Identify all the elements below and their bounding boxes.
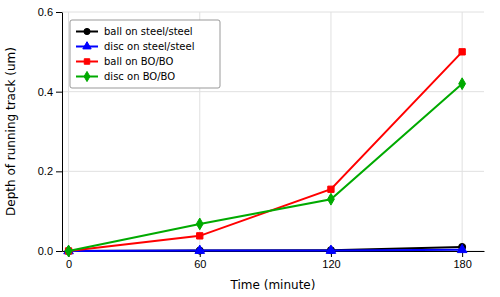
tick-label: 0.2 <box>38 165 53 177</box>
tick: 0.6 <box>38 6 62 18</box>
tick-label: 0.6 <box>38 6 53 18</box>
tick-mark <box>56 92 62 93</box>
grid-line <box>330 12 331 251</box>
tick: 180 <box>453 251 471 270</box>
point <box>197 233 203 239</box>
tick-label: 0.0 <box>38 245 53 257</box>
legend-item: disc on steel/steel <box>76 41 194 52</box>
x-axis: 0 60 120 180 <box>63 251 485 270</box>
tick: 0.2 <box>38 165 62 177</box>
legend-marker <box>84 71 90 81</box>
series <box>65 49 465 254</box>
tick-label: 0.4 <box>38 86 53 98</box>
point <box>457 244 467 252</box>
tick-mark <box>56 171 62 172</box>
series <box>65 78 465 257</box>
line <box>69 84 463 251</box>
grid <box>62 12 484 251</box>
x-axis-title: Time (minute) <box>230 278 316 292</box>
legend-item: ball on steel/steel <box>76 26 193 37</box>
grid-line <box>462 12 463 251</box>
legend-marker <box>84 59 89 64</box>
plot: 0 60 120 180 0.0 0.2 0.4 0.6 ball on steel/steel… <box>38 6 485 270</box>
legend-item: disc on BO/BO <box>76 71 175 82</box>
grid-line <box>68 12 69 251</box>
point <box>328 186 334 192</box>
y-axis: 0.0 0.2 0.4 0.6 <box>38 6 63 257</box>
axis-line <box>62 13 63 252</box>
tick-label: 60 <box>194 258 206 270</box>
tick-label: 120 <box>322 258 340 270</box>
point <box>196 218 203 230</box>
point <box>459 78 466 90</box>
legend-item: ball on BO/BO <box>76 56 173 67</box>
tick-label: 0 <box>66 258 72 270</box>
legend-label: ball on BO/BO <box>104 56 173 67</box>
point <box>459 49 465 55</box>
point <box>195 245 205 253</box>
legend-label: disc on BO/BO <box>104 71 175 82</box>
legend: ball on steel/steel disc on steel/steel ba… <box>70 20 220 88</box>
y-axis-title: Depth of running track (um) <box>4 47 18 216</box>
legend-marker <box>83 42 91 49</box>
line <box>69 52 463 251</box>
tick: 0.4 <box>38 86 62 98</box>
tick-mark <box>56 251 62 252</box>
tick: 0.0 <box>38 245 62 257</box>
grid-line <box>62 251 484 252</box>
line <box>69 250 463 251</box>
legend-marker <box>84 28 90 34</box>
grid-line <box>62 91 484 92</box>
tick-mark <box>56 12 62 13</box>
line <box>69 247 463 251</box>
point <box>65 245 72 257</box>
legend-label: ball on steel/steel <box>104 26 193 37</box>
marks <box>64 49 467 257</box>
grid-line <box>62 12 484 13</box>
legend-label: disc on steel/steel <box>104 41 194 52</box>
series <box>64 244 467 254</box>
grid-line <box>62 171 484 172</box>
point <box>328 193 335 205</box>
tick-label: 180 <box>453 258 471 270</box>
chart: 0 60 120 180 0.0 0.2 0.4 0.6 ball on steel/steel… <box>0 0 500 297</box>
point <box>326 245 336 253</box>
legend-frame <box>70 20 220 88</box>
